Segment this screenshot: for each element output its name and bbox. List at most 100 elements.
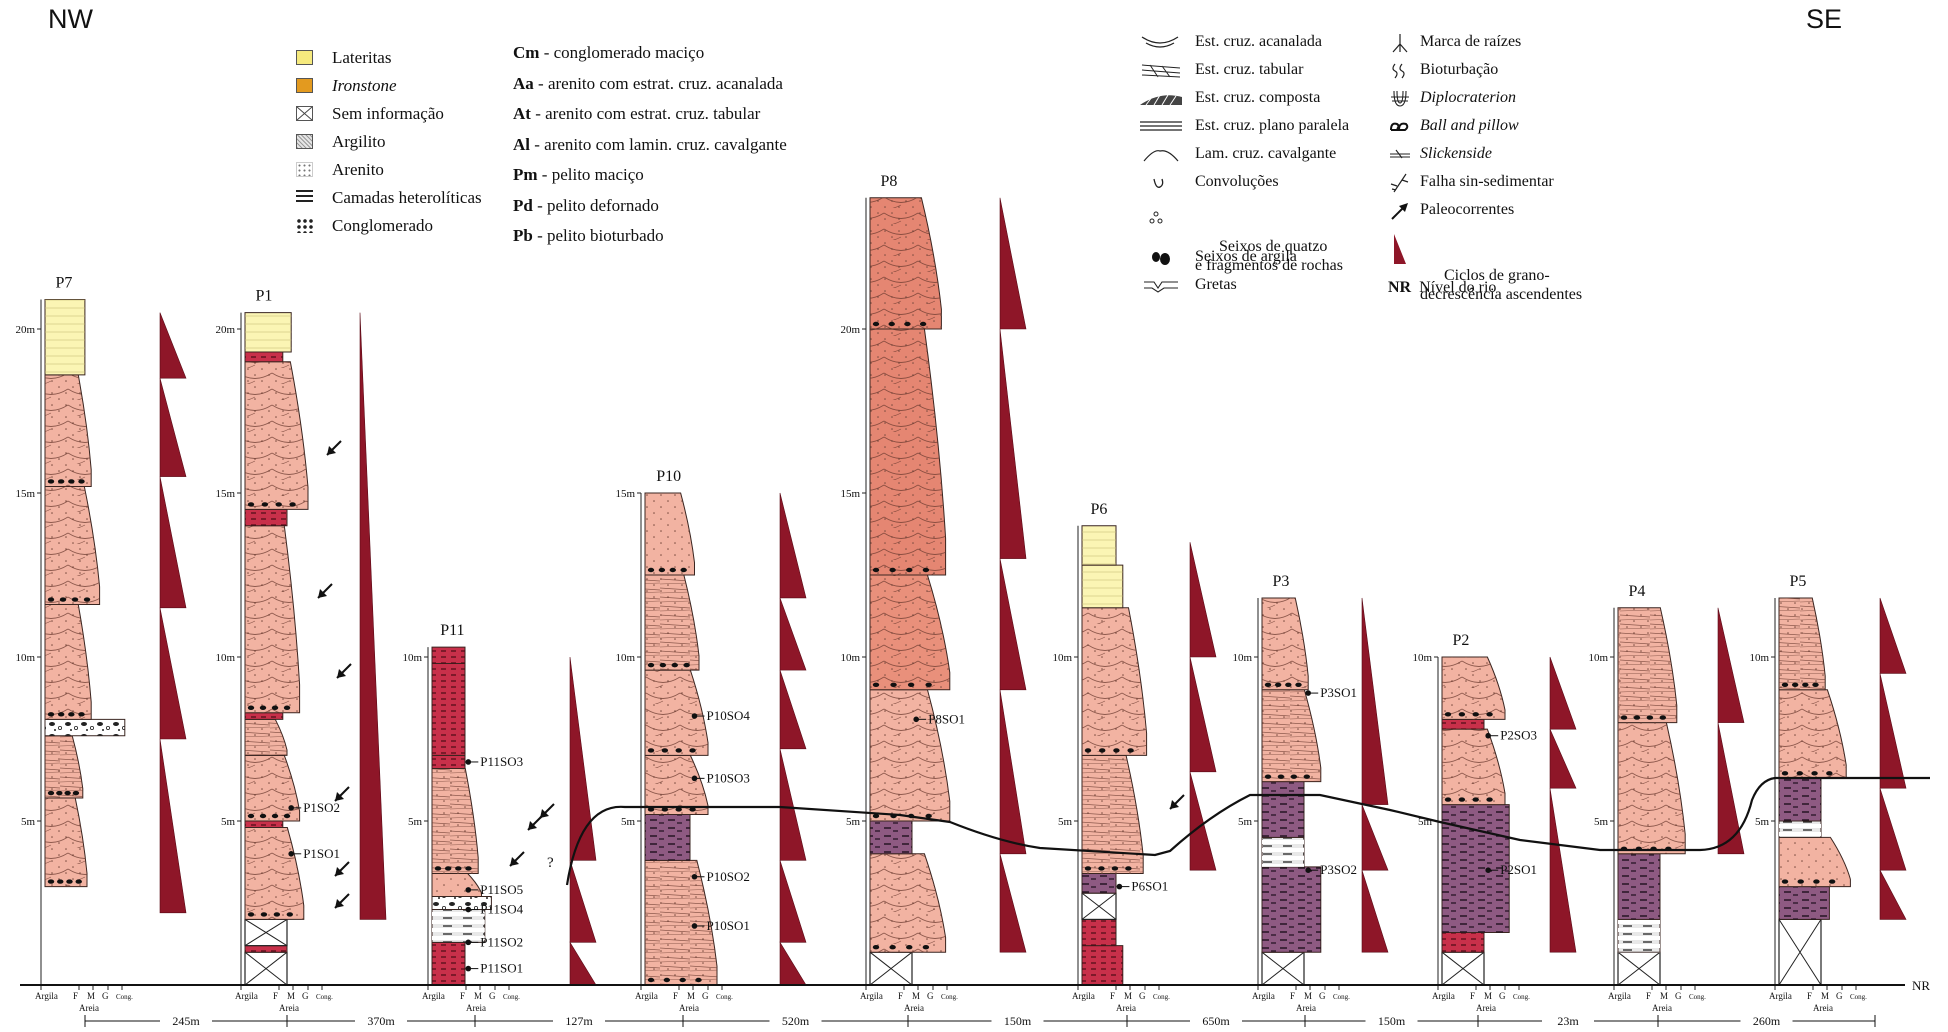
distance-label-370m: 370m xyxy=(367,1014,395,1028)
laterite-swatch xyxy=(296,50,313,65)
ironstone-swatch xyxy=(296,78,313,93)
clay-pebble xyxy=(1659,715,1667,720)
planar-parallel-icon xyxy=(1140,121,1182,131)
scale-tick-label-5m: 5m xyxy=(1755,816,1770,828)
roots-icon xyxy=(1392,34,1408,53)
bed-pattern xyxy=(1442,932,1484,953)
scale-tick-label-5m: 5m xyxy=(21,816,36,828)
axis-label-argila: Argila xyxy=(635,991,658,1001)
facies-at: At - arenito com estrat. cruz. tabular xyxy=(513,104,761,123)
axis-label-f: F xyxy=(273,991,278,1001)
clay-pebble xyxy=(872,321,880,327)
axis-label-f: F xyxy=(1290,991,1295,1001)
legend-item-roots: Marca de raízes xyxy=(1388,28,1582,56)
river-level-nr-label: NR xyxy=(1912,978,1930,993)
paleocurrent-arrow xyxy=(336,663,352,679)
arenito-swatch xyxy=(296,162,313,177)
profile-p8: 5m 10m 15m 20m P8 P8SO1 xyxy=(840,173,1027,986)
clay-pebble xyxy=(283,705,291,710)
clay-pebble xyxy=(47,879,55,884)
legend-item-trough-cross: Est. cruz. acanalada xyxy=(1138,28,1349,56)
bed-pattern xyxy=(645,493,695,575)
axis-label-areia: Areia xyxy=(1813,1003,1833,1013)
clay-pebble xyxy=(78,479,85,484)
bed-structure-trough xyxy=(1779,689,1847,779)
bed-pattern xyxy=(1779,886,1830,920)
sample-label-p11so1: P11SO1 xyxy=(480,961,523,976)
profile-name-p10: P10 xyxy=(656,468,681,485)
fining-upward-cycle xyxy=(1361,870,1389,953)
tabular-cross-icon xyxy=(1141,64,1181,78)
axis-label-g: G xyxy=(1836,991,1843,1001)
bed-structure-trough xyxy=(1262,597,1309,690)
clay-pebble xyxy=(259,813,267,819)
fining-upward-cycle xyxy=(159,738,187,914)
bed-pattern xyxy=(245,821,283,828)
axis-label-m: M xyxy=(1821,991,1829,1001)
bed-pattern xyxy=(245,312,292,352)
distance-label-bg xyxy=(1190,1012,1242,1030)
legend-item-heterolithic: Camadas heterolíticas xyxy=(296,184,482,212)
clay-pebble xyxy=(907,682,915,687)
distance-label-bg xyxy=(553,1012,605,1030)
scale-tick-label-10m: 10m xyxy=(1052,652,1072,664)
clay-pebble xyxy=(1620,715,1628,720)
fining-upward-cycle xyxy=(1549,656,1577,730)
bed-pattern xyxy=(1779,778,1821,821)
fining-upward-cycle xyxy=(779,670,807,750)
bed-structure-trough xyxy=(870,689,950,821)
fining-upward-cycle xyxy=(999,853,1027,953)
legend-item-conglomerate: Conglomerado xyxy=(296,212,482,240)
profile-p3: 5m 10m P3 P3SO1 P3SO2 xyxy=(1232,573,1389,986)
clay-pebble xyxy=(1781,771,1789,776)
bed-pattern xyxy=(1442,719,1484,730)
clay-pebble xyxy=(872,945,880,950)
compound-cross-icon xyxy=(1140,94,1182,106)
bed-structure-trough xyxy=(870,197,942,329)
clay-pebble xyxy=(66,879,73,884)
argilito-swatch xyxy=(296,134,313,149)
legend-item-diplocraterion: Diplocraterion xyxy=(1388,84,1582,112)
bed-pattern xyxy=(432,942,465,985)
clay-pebble xyxy=(904,321,911,327)
axis-label-areia: Areia xyxy=(904,1003,924,1013)
axis-label-argila: Argila xyxy=(1432,991,1455,1001)
clay-pebble xyxy=(1458,797,1466,802)
clay-pebble xyxy=(286,912,294,917)
bed-pattern xyxy=(432,647,465,664)
clay-pebble xyxy=(455,866,462,871)
no-info-cross xyxy=(1778,919,1822,986)
bed-pattern xyxy=(432,896,492,910)
scale-tick-label-10m: 10m xyxy=(1412,652,1432,664)
bed-pattern xyxy=(1262,781,1304,838)
legend-item-climbing-ripple: Lam. cruz. cavalgante xyxy=(1138,140,1349,168)
bed-pattern xyxy=(1262,866,1321,953)
clay-pebble xyxy=(890,682,897,687)
clay-pebble xyxy=(1127,748,1134,753)
legend-item-paleocurrent: Paleocorrentes xyxy=(1388,196,1582,224)
axis-label-f: F xyxy=(673,991,678,1001)
clay-pebble xyxy=(247,705,255,710)
legend-item-convolute: Convoluções xyxy=(1138,168,1349,196)
clay-pebble xyxy=(465,866,472,871)
distance-label-150m: 150m xyxy=(1378,1014,1406,1028)
sample-label-p11so5: P11SO5 xyxy=(480,882,523,897)
profile-p10: 5m 10m 15m P10 P10SO4 P10SO3 P10SO2 P10SO1 xyxy=(615,468,807,986)
trough-cross-icon xyxy=(1141,36,1179,48)
clay-pebble xyxy=(1113,748,1120,753)
axis-label-m: M xyxy=(687,991,695,1001)
bed-pattern xyxy=(432,755,465,769)
profile-p1: 5m 10m 15m 20m P1 P1SO2 P1SO1 xyxy=(215,288,387,986)
clay-pebble xyxy=(75,879,82,884)
sample-label-p10so1: P10SO1 xyxy=(707,918,750,933)
clay-pebble xyxy=(57,479,65,484)
sample-label-p10so2: P10SO2 xyxy=(707,869,750,884)
axis-label-f: F xyxy=(898,991,903,1001)
sample-label-p6so1: P6SO1 xyxy=(1131,879,1168,894)
legend-item-planar-parallel: Est. cruz. plano paralela xyxy=(1138,112,1349,140)
paleocurrent-head xyxy=(335,792,344,801)
paleocurrent-arrow xyxy=(509,851,525,867)
bed-structure-trough xyxy=(1082,607,1147,756)
distance-label-260m: 260m xyxy=(1753,1014,1781,1028)
profile-name-p6: P6 xyxy=(1091,501,1108,518)
